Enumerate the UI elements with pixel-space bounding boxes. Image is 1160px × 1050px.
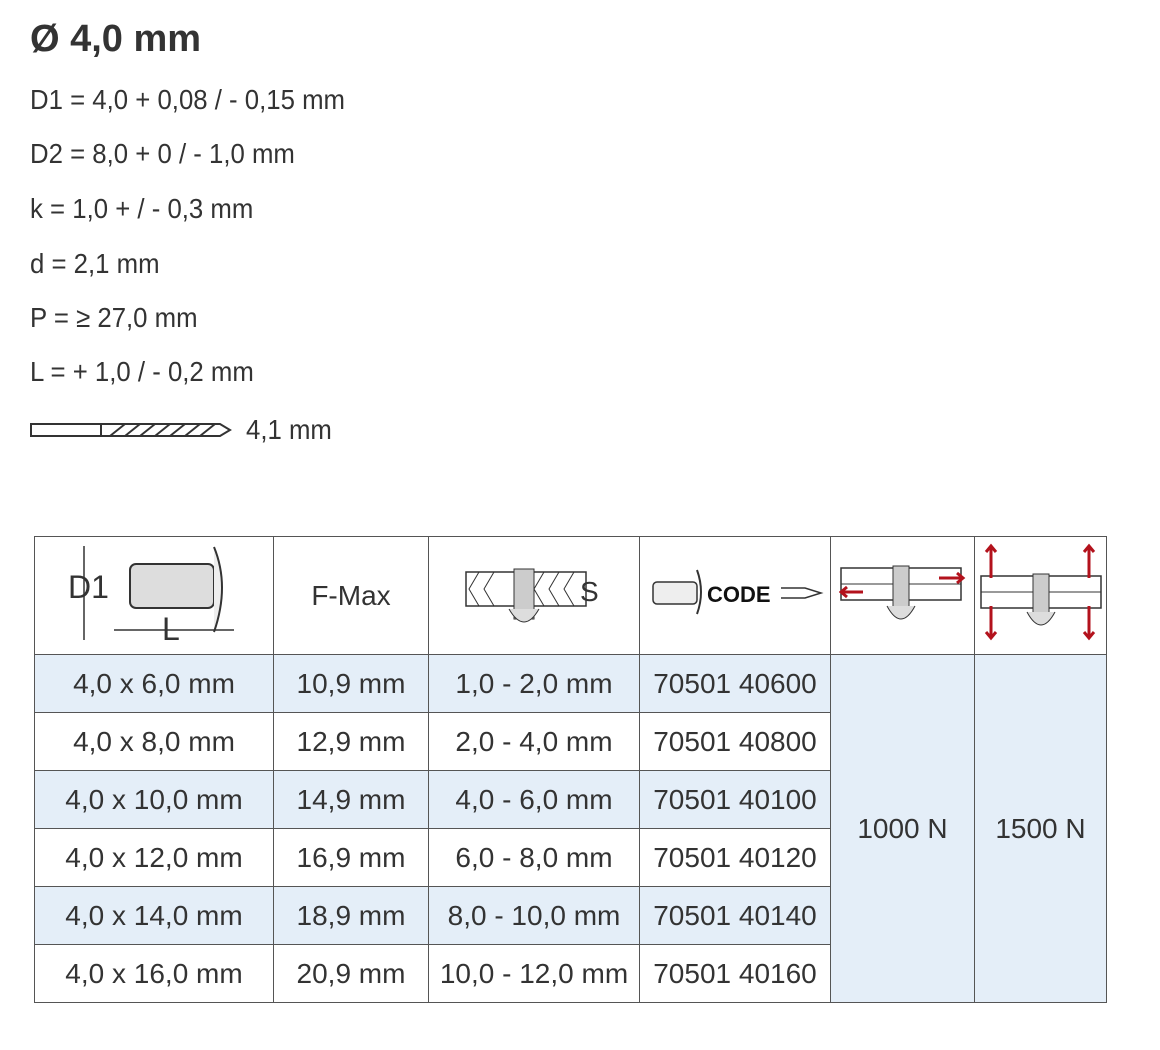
header-dimensions: D1 L — [34, 536, 274, 655]
cell-fmax: 14,9 mm — [273, 770, 429, 829]
cell-grip: 1,0 - 2,0 mm — [428, 654, 640, 713]
cell-size: 4,0 x 10,0 mm — [34, 770, 274, 829]
cell-size: 4,0 x 14,0 mm — [34, 886, 274, 945]
spec-l: L = + 1,0 / - 0,2 mm — [30, 356, 254, 387]
spec-d1: D1 = 4,0 + 0,08 / - 0,15 mm — [30, 84, 346, 115]
cell-fmax: 16,9 mm — [273, 828, 429, 887]
spec-k: k = 1,0 + / - 0,3 mm — [30, 193, 254, 224]
shear-force-icon — [838, 565, 965, 620]
header-code: CODE — [639, 536, 831, 655]
cell-fmax: 12,9 mm — [273, 712, 429, 771]
cell-grip: 6,0 - 8,0 mm — [428, 828, 640, 887]
cell-fmax: 18,9 mm — [273, 886, 429, 945]
cell-code: 70501 40800 — [639, 712, 831, 771]
spec-d2: D2 = 8,0 + 0 / - 1,0 mm — [30, 138, 295, 169]
cell-size: 4,0 x 6,0 mm — [34, 654, 274, 713]
cell-grip: 2,0 - 4,0 mm — [428, 712, 640, 771]
table-row: 4,0 x 16,0 mm 20,9 mm 10,0 - 12,0 mm 705… — [34, 944, 1107, 1003]
rivet-table: D1 L F-Max S CODE — [34, 536, 1107, 1003]
header-grip-range: S — [428, 536, 640, 655]
cell-code: 70501 40120 — [639, 828, 831, 887]
header-tensile-strength — [974, 536, 1107, 655]
cell-size: 4,0 x 8,0 mm — [34, 712, 274, 771]
cell-code: 70501 40600 — [639, 654, 831, 713]
svg-text:CODE: CODE — [707, 582, 771, 607]
svg-text:L: L — [162, 611, 180, 642]
cell-size: 4,0 x 16,0 mm — [34, 944, 274, 1003]
cell-code: 70501 40140 — [639, 886, 831, 945]
drill-size-value: 4,1 mm — [246, 414, 332, 445]
drill-size: 4,1 mm — [30, 414, 339, 446]
tensile-force-icon — [979, 543, 1102, 641]
rivet-code-icon: CODE — [652, 569, 824, 615]
header-fmax: F-Max — [273, 536, 429, 655]
svg-text:D1: D1 — [68, 569, 109, 605]
cell-fmax: 20,9 mm — [273, 944, 429, 1003]
cell-code: 70501 40160 — [639, 944, 831, 1003]
cell-shear: 1000 N — [830, 654, 975, 1003]
drill-bit-icon — [30, 423, 232, 437]
svg-text:S: S — [580, 576, 599, 607]
table-header-row: D1 L F-Max S CODE — [34, 536, 1107, 655]
spec-p: P = ≥ 27,0 mm — [30, 302, 198, 333]
cell-grip: 4,0 - 6,0 mm — [428, 770, 640, 829]
page-title: Ø 4,0 mm — [30, 18, 202, 60]
table-row: 4,0 x 8,0 mm 12,9 mm 2,0 - 4,0 mm 70501 … — [34, 712, 1107, 771]
table-row: 4,0 x 12,0 mm 16,9 mm 6,0 - 8,0 mm 70501… — [34, 828, 1107, 887]
table-row: 4,0 x 14,0 mm 18,9 mm 8,0 - 10,0 mm 7050… — [34, 886, 1107, 945]
table-row: 4,0 x 6,0 mm 10,9 mm 1,0 - 2,0 mm 70501 … — [34, 654, 1107, 1003]
cell-fmax: 10,9 mm — [273, 654, 429, 713]
table-row: 4,0 x 10,0 mm 14,9 mm 4,0 - 6,0 mm 70501… — [34, 770, 1107, 829]
cell-grip: 10,0 - 12,0 mm — [428, 944, 640, 1003]
spec-d: d = 2,1 mm — [30, 248, 160, 279]
header-shear-strength — [830, 536, 975, 655]
grip-thickness-icon: S — [465, 568, 599, 623]
cell-size: 4,0 x 12,0 mm — [34, 828, 274, 887]
cell-tensile: 1500 N — [974, 654, 1107, 1003]
cell-code: 70501 40100 — [639, 770, 831, 829]
rivet-dimension-icon: D1 L — [68, 546, 234, 647]
cell-grip: 8,0 - 10,0 mm — [428, 886, 640, 945]
